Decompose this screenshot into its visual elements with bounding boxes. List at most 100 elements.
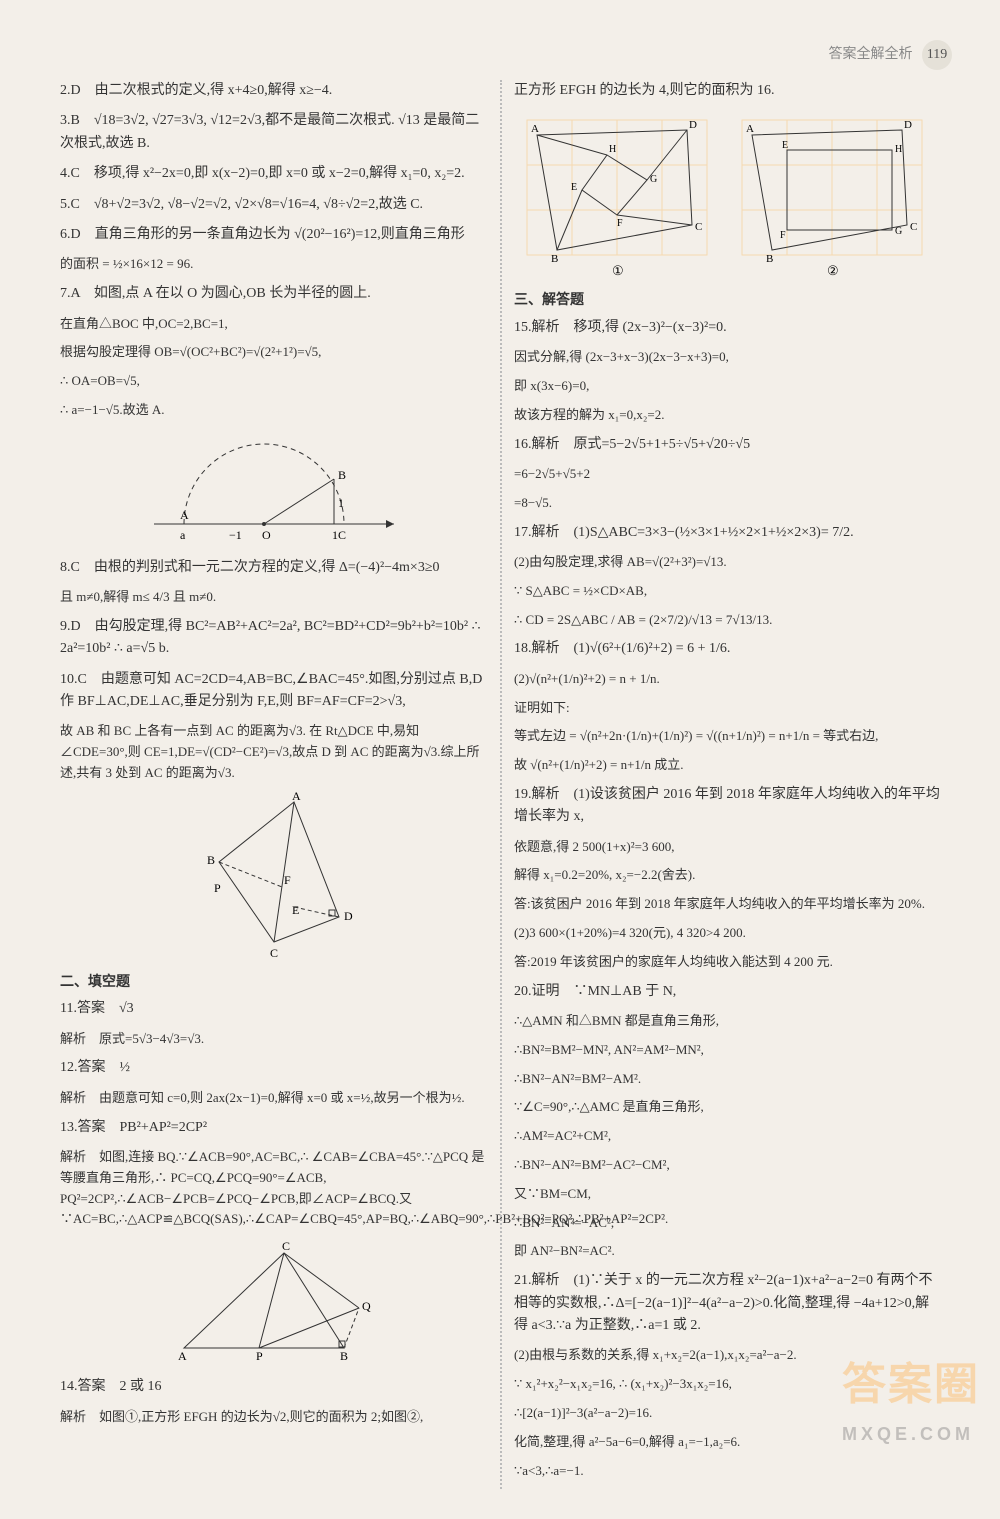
q10b: 故 AB 和 BC 上各有一点到 AC 的距离为√3. 在 Rt△DCE 中,易… [60,721,488,783]
q13a: 13.答案 PB²+AP²=2CP² [60,1117,488,1139]
q12b: 解析 由题意可知 c=0,则 2ax(2x−1)=0,解得 x=0 或 x=½,… [60,1088,488,1109]
q19f: 答:2019 年该贫困户的家庭年人均纯收入能达到 4 200 元. [514,952,940,973]
q19d: 答:该贫困户 2016 年到 2018 年家庭年人均纯收入的年平均增长率为 20… [514,894,940,915]
svg-text:B: B [551,253,558,265]
q11b: 解析 原式=5√3−4√3=√3. [60,1029,488,1050]
q20f: ∴AM²=AC²+CM², [514,1126,940,1147]
svg-text:B: B [338,468,346,482]
q20d: ∴BN²−AN²=BM²−AM². [514,1069,940,1090]
q8a: 8.C 由根的判别式和一元二次方程的定义,得 Δ=(−4)²−4m×3≥0 [60,557,488,579]
q17a: 17.解析 (1)S△ABC=3×3−(½×3×1+½×2×1+½×2×3)= … [514,522,940,544]
q12a: 12.答案 ½ [60,1057,488,1079]
q16c: =8−√5. [514,493,940,514]
svg-text:B: B [766,253,773,265]
page-number: 119 [922,40,952,70]
q18a: 18.解析 (1)√(6²+(1/6)²+2) = 6 + 1/6. [514,638,940,660]
q16a: 16.解析 原式=5−2√5+1+5÷√5+√20÷√5 [514,434,940,456]
q20h: 又∵BM=CM, [514,1184,940,1205]
q20e: ∵∠C=90°,∴△AMC 是直角三角形, [514,1097,940,1118]
svg-text:D: D [689,119,697,131]
q21a: 21.解析 (1)∵关于 x 的一元二次方程 x²−2(a−1)x+a²−a−2… [514,1270,940,1337]
q19e: (2)3 600×(1+20%)=4 320(元), 4 320>4 200. [514,923,940,944]
svg-text:①: ① [612,263,624,278]
q19a: 19.解析 (1)设该贫困户 2016 年到 2018 年家庭年人均纯收入的年平… [514,784,940,829]
svg-text:D: D [904,119,912,131]
svg-text:A: A [292,792,301,803]
q20a: 20.证明 ∵MN⊥AB 于 N, [514,981,940,1003]
svg-text:B: B [207,853,215,867]
q18b: (2)√(n²+(1/n)²+2) = n + 1/n. [514,669,940,690]
figure-7: a −1 O 1C A B 1 [60,429,488,549]
svg-text:F: F [284,873,291,887]
q18d: 等式左边 = √(n²+2n·(1/n)+(1/n)²) = √((n+1/n)… [514,726,940,747]
section-3: 三、解答题 [514,290,940,312]
svg-text:a: a [180,528,186,542]
q16b: =6−2√5+√5+2 [514,464,940,485]
q17d: ∴ CD = 2S△ABC / AB = (2×7/2)/√13 = 7√13/… [514,610,940,631]
svg-text:D: D [344,909,353,923]
q7e: ∴ a=−1−√5.故选 A. [60,400,488,421]
svg-text:H: H [895,144,902,155]
q20b: ∴△AMN 和△BMN 都是直角三角形, [514,1011,940,1032]
q13b: 解析 如图,连接 BQ.∵∠ACB=90°,AC=BC,∴ ∠CAB=∠CBA=… [60,1147,488,1230]
q11a: 11.答案 √3 [60,998,488,1020]
q2: 2.D 由二次根式的定义,得 x+4≥0,解得 x≥−4. [60,80,488,102]
svg-text:②: ② [827,263,839,278]
svg-text:P: P [214,881,221,895]
q20c: ∴BN²=BM²−MN², AN²=AM²−MN², [514,1040,940,1061]
svg-text:A: A [180,508,189,522]
q5: 5.C √8+√2=3√2, √8−√2=√2, √2×√8=√16=4, √8… [60,194,488,216]
header-title: 答案全解全析 [829,47,913,62]
svg-text:A: A [178,1349,187,1363]
svg-text:P: P [256,1349,263,1363]
svg-text:C: C [910,221,917,233]
q9: 9.D 由勾股定理,得 BC²=AB²+AC²=2a², BC²=BD²+CD²… [60,616,488,661]
svg-text:C: C [282,1239,290,1253]
right-top: 正方形 EFGH 的边长为 4,则它的面积为 16. [514,80,940,102]
q20g: ∴BN²−AN²=BM²−AC²−CM², [514,1155,940,1176]
q3: 3.B √18=3√2, √27=3√3, √12=2√3,都不是最简二次根式.… [60,110,488,155]
svg-text:A: A [746,123,754,135]
section-2: 二、填空题 [60,972,488,994]
q8b: 且 m≠0,解得 m≤ 4/3 且 m≠0. [60,587,488,608]
q7a: 7.A 如图,点 A 在以 O 为圆心,OB 长为半径的圆上. [60,283,488,305]
svg-text:A: A [531,123,539,135]
svg-text:H: H [609,144,616,155]
q19b: 依题意,得 2 500(1+x)²=3 600, [514,837,940,858]
watermark-big: 答案圈 [842,1360,980,1409]
svg-text:G: G [650,174,657,185]
svg-text:F: F [780,230,786,241]
q4: 4.C 移项,得 x²−2x=0,即 x(x−2)=0,即 x=0 或 x−2=… [60,163,488,185]
q18c: 证明如下: [514,698,940,719]
right-column: 正方形 EFGH 的边长为 4,则它的面积为 16. [502,80,952,1489]
svg-text:E: E [292,903,299,917]
watermark: 答案圈 MXQE.COM [842,1350,980,1449]
svg-text:−1: −1 [229,528,242,542]
q6b: 的面积 = ½×16×12 = 96. [60,254,488,275]
page-header: 答案全解全析 119 [48,40,952,70]
q17c: ∵ S△ABC = ½×CD×AB, [514,581,940,602]
q15d: 故该方程的解为 x₁=0,x₂=2. [514,405,940,426]
q10a: 10.C 由题意可知 AC=2CD=4,AB=BC,∠BAC=45°.如图,分别… [60,669,488,714]
q20i: ∴BN²−AN²=−AC², [514,1213,940,1234]
svg-text:Q: Q [362,1299,371,1313]
q15b: 因式分解,得 (2x−3+x−3)(2x−3−x+3)=0, [514,347,940,368]
svg-text:1C: 1C [332,528,346,542]
left-column: 2.D 由二次根式的定义,得 x+4≥0,解得 x≥−4. 3.B √18=3√… [48,80,500,1489]
q21f: ∵a<3,∴a=−1. [514,1461,940,1482]
svg-text:E: E [782,140,788,151]
svg-text:C: C [270,946,278,960]
svg-text:1: 1 [338,496,344,510]
q15a: 15.解析 移项,得 (2x−3)²−(x−3)²=0. [514,317,940,339]
svg-text:F: F [617,218,623,229]
svg-text:G: G [895,226,902,237]
svg-text:B: B [340,1349,348,1363]
figure-14: A D C B H G F E ① [514,110,940,280]
q6a: 6.D 直角三角形的另一条直角边长为 √(20²−16²)=12,则直角三角形 [60,224,488,246]
watermark-small: MXQE.COM [842,1420,980,1449]
figure-10: A B P F E C D [60,792,488,962]
q7d: ∴ OA=OB=√5, [60,371,488,392]
q18e: 故 √(n²+(1/n)²+2) = n+1/n 成立. [514,755,940,776]
q19c: 解得 x₁=0.2=20%, x₂=−2.2(舍去). [514,865,940,886]
q7b: 在直角△BOC 中,OC=2,BC=1, [60,314,488,335]
